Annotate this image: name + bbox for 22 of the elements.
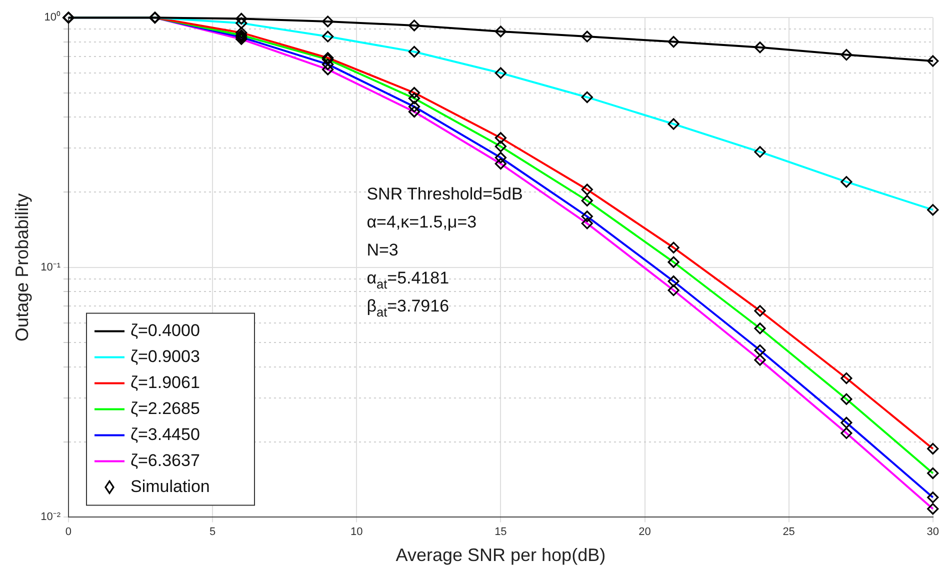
x-tick-label: 0 [65, 526, 72, 538]
x-tick-label: 5 [210, 526, 216, 538]
x-tick-label: 15 [494, 526, 507, 538]
y-tick-label: 10⁰ [44, 10, 60, 24]
x-axis-title: Average SNR per hop(dB) [396, 545, 606, 566]
annotation: SNR Threshold=5dB [366, 184, 523, 204]
legend-label: ζ=0.9003 [130, 346, 200, 366]
legend-label: ζ=2.2685 [130, 398, 200, 418]
y-axis-title: Outage Probability [12, 193, 32, 342]
y-tick-label: 10⁻² [40, 511, 61, 524]
x-tick-label: 20 [638, 526, 651, 538]
legend-label: ζ=1.9061 [130, 372, 200, 392]
x-tick-label: 25 [782, 526, 795, 538]
x-tick-label: 30 [926, 526, 940, 538]
x-tick-label: 10 [350, 526, 363, 538]
legend-label: Simulation [130, 476, 210, 496]
legend-label: ζ=0.4000 [130, 320, 200, 340]
legend-label: ζ=6.3637 [130, 450, 200, 470]
legend-label: ζ=3.4450 [130, 424, 200, 444]
annotation: α=4,κ=1.5,μ=3 [366, 212, 477, 232]
y-tick-label: 10⁻¹ [40, 261, 61, 274]
annotation: N=3 [366, 240, 398, 260]
